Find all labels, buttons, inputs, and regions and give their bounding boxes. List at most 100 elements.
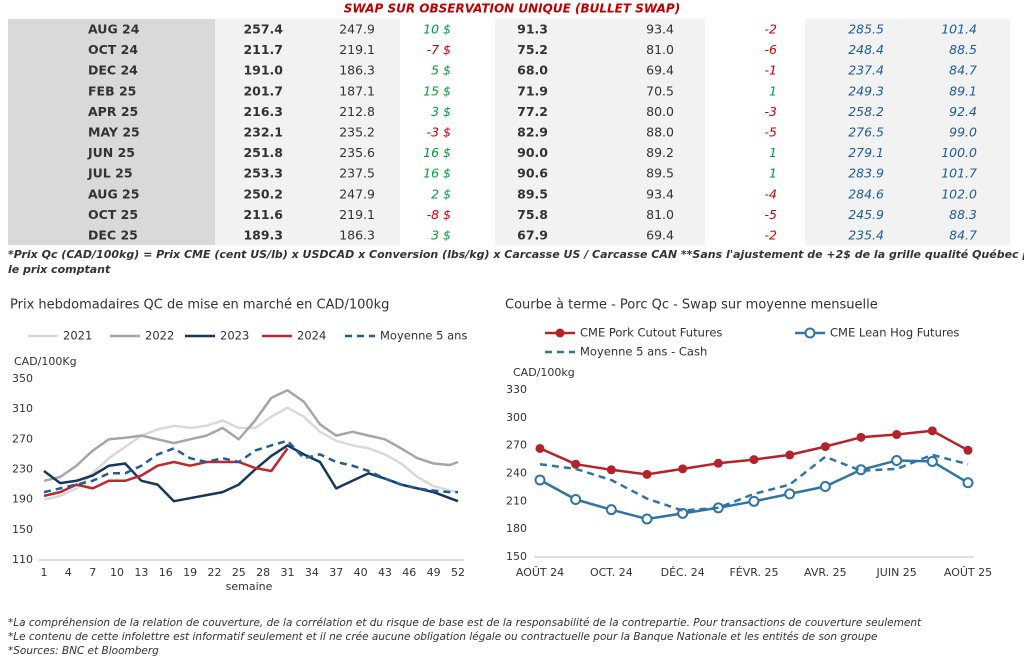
x-tick-label: 19: [183, 566, 197, 579]
table-cell: 80.0: [646, 104, 674, 119]
table-cell: 186.3: [339, 228, 375, 243]
legend-label: CME Pork Cutout Futures: [580, 326, 722, 340]
table-cell: 90.0: [517, 145, 548, 160]
table-cell: 75.8: [517, 207, 548, 222]
legend-marker: [555, 328, 565, 338]
table-cell: -3: [765, 104, 778, 119]
x-tick-label: AVR. 25: [804, 566, 847, 579]
table-cell: 16 $: [423, 145, 451, 160]
table-cell: -5: [765, 125, 778, 140]
point: [891, 455, 903, 467]
table-cell: 68.0: [517, 63, 548, 78]
table-cell: 258.2: [848, 104, 884, 119]
table-cell: 89.2: [646, 145, 674, 160]
x-tick-label: DÉC. 24: [661, 566, 705, 579]
point: [892, 430, 902, 440]
point: [535, 443, 545, 453]
table-cell: 82.9: [517, 125, 548, 140]
table-cell: -4: [765, 186, 778, 201]
table-cell: 89.5: [517, 186, 548, 201]
y-tick-label: 150: [506, 550, 527, 563]
table-note: *Prix Qc (CAD/100kg) = Prix CME (cent US…: [8, 248, 1024, 261]
table-cell: 88.3: [949, 207, 977, 222]
y-tick-label: 270: [506, 439, 527, 452]
table-cell: -8 $: [427, 207, 451, 222]
table-cell: 3 $: [431, 228, 451, 243]
table-cell: 81.0: [646, 207, 674, 222]
x-tick-label: 16: [159, 566, 173, 579]
table-cell: 93.4: [646, 186, 674, 201]
point: [962, 477, 974, 489]
table-cell: 237.4: [848, 63, 884, 78]
table-cell: 84.7: [949, 63, 977, 78]
x-tick-label: FÉVR. 25: [729, 566, 778, 579]
table-cell: 84.7: [949, 228, 977, 243]
footnote: *Le contenu de cette infolettre est info…: [8, 631, 878, 643]
table-cell: 100.0: [941, 145, 977, 160]
point: [784, 488, 796, 500]
footnote: *La compréhension de la relation de couv…: [8, 617, 922, 629]
point: [820, 442, 830, 452]
table-cell: 69.4: [646, 228, 674, 243]
footnote: *Sources: BNC et Bloomberg: [8, 645, 159, 657]
table-cell: 219.1: [339, 42, 375, 57]
series-line: [43, 389, 459, 483]
point: [641, 513, 653, 525]
series-line: [43, 447, 289, 498]
series-line: [43, 439, 458, 494]
row-label: OCT 24: [88, 42, 138, 57]
chart-title: Courbe à terme - Porc Qc - Swap sur moye…: [505, 298, 878, 313]
table-cell: 245.9: [848, 207, 884, 222]
table-cell: 219.1: [339, 207, 375, 222]
point: [819, 480, 831, 492]
table-cell: 81.0: [646, 42, 674, 57]
table-cell: 235.2: [339, 125, 375, 140]
x-tick-label: 22: [207, 566, 221, 579]
x-tick-label: AOÛT 25: [944, 566, 992, 579]
table-cell: 101.4: [941, 22, 977, 37]
chart-title: Prix hebdomadaires QC de mise en marché …: [10, 298, 389, 313]
y-tick-label: 210: [506, 494, 527, 507]
row-label: OCT 25: [88, 207, 138, 222]
table-cell: 15 $: [423, 83, 451, 98]
table-cell: 186.3: [339, 63, 375, 78]
table-cell: 70.5: [646, 83, 674, 98]
x-tick-label: 4: [65, 566, 72, 579]
table-cell: 1: [769, 145, 777, 160]
x-tick-label: 52: [451, 566, 465, 579]
point: [605, 504, 617, 516]
table-cell: 249.3: [848, 83, 884, 98]
table-cell: 251.8: [243, 145, 283, 160]
table-cell: 67.9: [517, 228, 548, 243]
point: [571, 459, 581, 469]
row-label: AUG 24: [88, 22, 140, 37]
x-tick-label: 43: [378, 566, 392, 579]
table-cell: 99.0: [949, 125, 977, 140]
table-cell: 16 $: [423, 166, 451, 181]
row-label: APR 25: [88, 104, 138, 119]
table-cell: 91.3: [517, 22, 548, 37]
table-cell: 235.4: [848, 228, 884, 243]
table-cell: 92.4: [949, 104, 977, 119]
x-tick-label: 46: [402, 566, 416, 579]
table-cell: 247.9: [339, 186, 375, 201]
row-label: MAY 25: [88, 125, 140, 140]
x-tick-label: 40: [354, 566, 368, 579]
table-cell: 253.3: [243, 166, 283, 181]
row-label: DEC 24: [88, 63, 138, 78]
table-cell: 201.7: [243, 83, 283, 98]
x-tick-label: 28: [256, 566, 270, 579]
x-tick-label: 31: [281, 566, 295, 579]
point: [927, 426, 937, 436]
y-tick-label: 310: [12, 402, 33, 415]
y-tick-label: 180: [506, 522, 527, 535]
series-line: [43, 406, 459, 501]
table-cell: 283.9: [848, 166, 884, 181]
table-cell: 211.7: [243, 42, 283, 57]
table-cell: 77.2: [517, 104, 548, 119]
point: [570, 493, 582, 505]
table-cell: 5 $: [431, 63, 451, 78]
legend-label: 2023: [220, 329, 249, 343]
legend-label: 2022: [145, 329, 174, 343]
table-cell: 89.1: [949, 83, 977, 98]
